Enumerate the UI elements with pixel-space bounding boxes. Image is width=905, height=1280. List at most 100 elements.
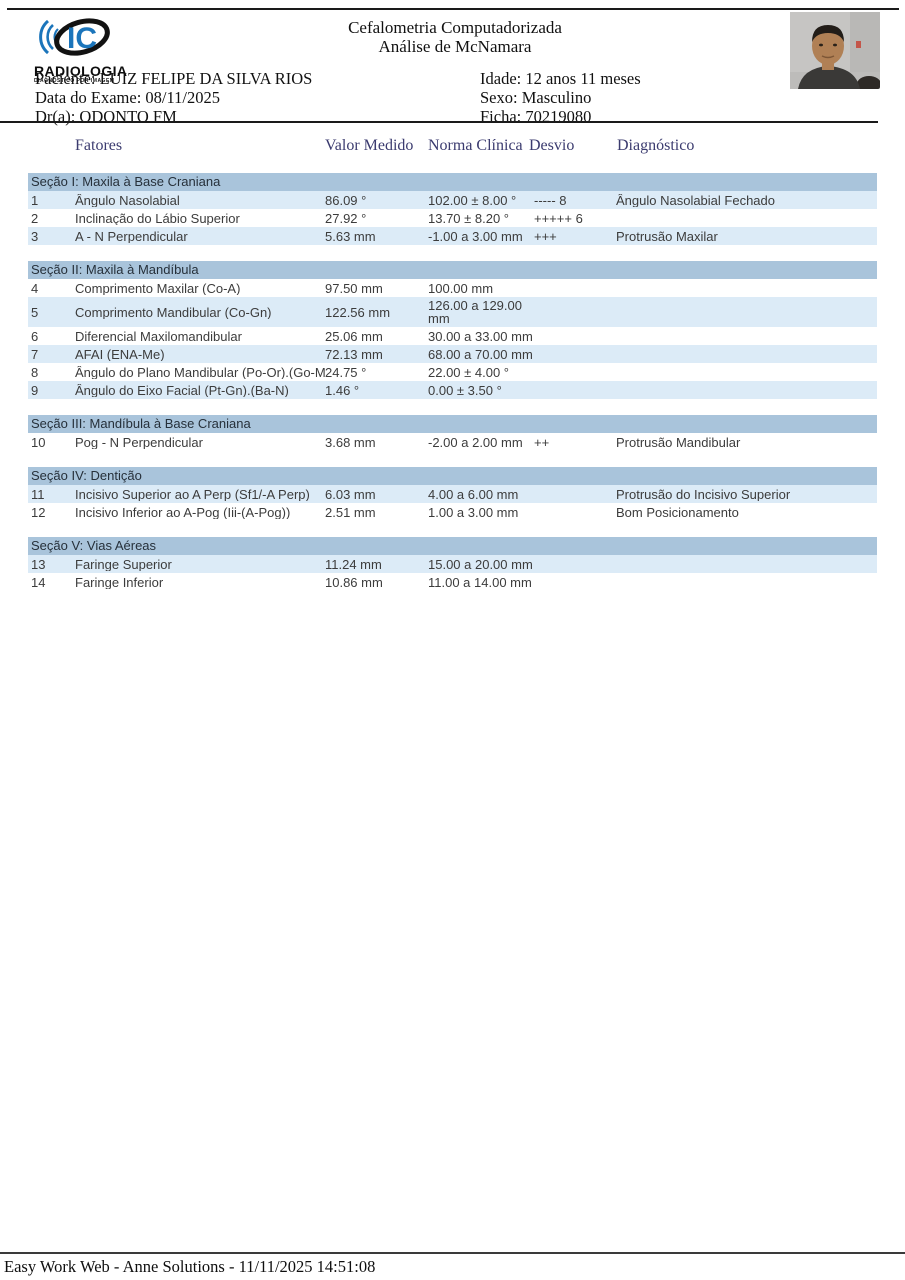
diagnosis: Protrusão Maxilar <box>616 229 718 243</box>
table-row: 12 Incisivo Inferior ao A-Pog (Iii-(A-Pog… <box>28 503 877 521</box>
factor-name: Ângulo Nasolabial <box>75 193 180 207</box>
doctor-line: Dr(a): ODONTO FM <box>35 107 177 127</box>
table-section: Seção IV: Dentição 11 Incisivo Superior ao… <box>28 467 877 521</box>
factor-name: AFAI (ENA-Me) <box>75 347 165 361</box>
deviation: ++ <box>534 435 550 449</box>
sex-line: Sexo: Masculino <box>480 88 592 108</box>
clinical-norm: 0.00 ± 3.50 ° <box>428 382 502 398</box>
column-header-valor-medido: Valor Medido <box>325 137 414 154</box>
diagnosis: Bom Posicionamento <box>616 505 739 519</box>
row-number: 3 <box>31 228 39 244</box>
patient-photo <box>790 12 880 89</box>
record-line: Ficha: 70219080 <box>480 107 592 127</box>
section-header: Seção V: Vias Aéreas <box>28 537 877 555</box>
measured-value: 1.46 ° <box>325 383 360 397</box>
table-row: 5 Comprimento Mandibular (Co-Gn) 122.56 mm… <box>28 297 877 327</box>
table-section: Seção I: Maxila à Base Craniana 1 Ângulo N… <box>28 173 877 245</box>
measured-value: 3.68 mm <box>325 435 376 449</box>
clinical-norm: 4.00 a 6.00 mm <box>428 486 519 502</box>
column-header-fatores: Fatores <box>75 137 123 154</box>
clinical-norm: 126.00 a 129.00 mm <box>428 298 522 326</box>
factor-name: A - N Perpendicular <box>75 229 188 243</box>
section-header: Seção IV: Dentição <box>28 467 877 485</box>
clinical-norm: -2.00 a 2.00 mm <box>428 434 523 450</box>
table-row: 14 Faringe Inferior 10.86 mm 11.00 a 14.00 … <box>28 573 877 591</box>
measured-value: 27.92 ° <box>325 211 367 225</box>
table-row: 13 Faringe Superior 11.24 mm 15.00 a 20.00 … <box>28 555 877 573</box>
row-number: 2 <box>31 210 39 226</box>
report-title: Cefalometria Computadorizada Análise de … <box>280 18 630 56</box>
measured-value: 97.50 mm <box>325 281 383 295</box>
diagnosis: Protrusão do Incisivo Superior <box>616 487 791 501</box>
diagnosis: Protrusão Mandibular <box>616 435 741 449</box>
top-rule <box>7 8 899 10</box>
row-number: 8 <box>31 364 39 380</box>
row-number: 1 <box>31 192 39 208</box>
clinical-norm: 15.00 a 20.00 mm <box>428 556 533 572</box>
measured-value: 11.24 mm <box>325 557 382 571</box>
footer-text: Easy Work Web - Anne Solutions - 11/11/2… <box>4 1257 376 1276</box>
row-number: 7 <box>31 346 39 362</box>
row-number: 9 <box>31 382 39 398</box>
header-rule <box>0 121 878 123</box>
factor-name: Pog - N Perpendicular <box>75 435 203 449</box>
logo-tagline: DIAGNÓSTICO POR IMAGEM <box>34 78 115 84</box>
factor-name: Diferencial Maxilomandibular <box>75 329 242 343</box>
table-section: Seção V: Vias Aéreas 13 Faringe Superior 11… <box>28 537 877 591</box>
factor-name: Comprimento Maxilar (Co-A) <box>75 281 241 295</box>
measured-value: 10.86 mm <box>325 575 383 589</box>
measured-value: 25.06 mm <box>325 329 383 343</box>
table-section: Seção II: Maxila à Mandíbula 4 Comprimento… <box>28 261 877 399</box>
clinical-norm: 13.70 ± 8.20 ° <box>428 210 510 226</box>
measured-value: 72.13 mm <box>325 347 383 361</box>
clinic-logo: IC RADIOLOGIA DIAGNÓSTICO POR IMAGEM <box>34 12 134 84</box>
measured-value: 2.51 mm <box>325 505 376 519</box>
factor-name: Inclinação do Lábio Superior <box>75 211 240 225</box>
clinical-norm: 100.00 mm <box>428 280 494 296</box>
factor-name: Incisivo Superior ao A Perp (Sf1/-A Perp… <box>75 487 310 501</box>
exam-date-line: Data do Exame: 08/11/2025 <box>35 88 220 108</box>
row-number: 12 <box>31 504 46 520</box>
factor-name: Ângulo do Eixo Facial (Pt-Gn).(Ba-N) <box>75 383 289 397</box>
factor-name: Faringe Inferior <box>75 575 164 589</box>
table-row: 10 Pog - N Perpendicular 3.68 mm -2.00 a 2.… <box>28 433 877 451</box>
age-line: Idade: 12 anos 11 meses <box>480 69 641 88</box>
column-header-desvio: Desvio <box>529 137 575 154</box>
factor-name: Faringe Superior <box>75 557 172 571</box>
deviation: +++++ 6 <box>534 211 583 225</box>
logo-name: RADIOLOGIA <box>34 63 128 79</box>
patient-name-line: Paciente: LUIZ FELIPE DA SILVA RIOS <box>35 69 313 88</box>
clinical-norm: 11.00 a 14.00 mm <box>428 574 532 590</box>
svg-text:IC: IC <box>67 22 97 55</box>
row-number: 4 <box>31 280 39 296</box>
clinical-norm: -1.00 a 3.00 mm <box>428 228 523 244</box>
table-row: 9 Ângulo do Eixo Facial (Pt-Gn).(Ba-N) 1.4… <box>28 381 877 399</box>
patient-info-left: Paciente: LUIZ FELIPE DA SILVA RIOS Data… <box>35 69 312 127</box>
table-row: 1 Ângulo Nasolabial 86.09 ° 102.00 ± 8.00 °… <box>28 191 877 209</box>
clinical-norm: 102.00 ± 8.00 ° <box>428 192 517 208</box>
report-title-line1: Cefalometria Computadorizada <box>348 18 562 37</box>
table-row: 2 Inclinação do Lábio Superior 27.92 ° 13.7… <box>28 209 877 227</box>
measured-value: 86.09 ° <box>325 193 367 207</box>
clinical-norm: 30.00 a 33.00 mm <box>428 328 533 344</box>
measured-value: 6.03 mm <box>325 487 376 501</box>
report-title-line2: Análise de McNamara <box>378 37 532 56</box>
patient-photo-image <box>790 12 880 89</box>
measured-value: 122.56 mm <box>325 305 391 319</box>
section-header: Seção I: Maxila à Base Craniana <box>28 173 877 191</box>
clinical-norm: 22.00 ± 4.00 ° <box>428 364 510 380</box>
table-row: 11 Incisivo Superior ao A Perp (Sf1/-A Pe… <box>28 485 877 503</box>
section-header: Seção II: Maxila à Mandíbula <box>28 261 877 279</box>
column-header-norma-clinica: Norma Clínica <box>428 137 523 154</box>
section-header: Seção III: Mandíbula à Base Craniana <box>28 415 877 433</box>
patient-info-right: Idade: 12 anos 11 meses Sexo: Masculino … <box>480 69 641 127</box>
measured-value: 24.75 ° <box>325 365 367 379</box>
row-number: 13 <box>31 556 46 572</box>
radiology-logo-icon: IC <box>39 18 110 56</box>
row-number: 11 <box>31 486 45 502</box>
table-column-headers: Fatores Valor Medido Norma Clínica Desvi… <box>0 137 905 157</box>
row-number: 6 <box>31 328 39 344</box>
table-row: 6 Diferencial Maxilomandibular 25.06 mm 30.… <box>28 327 877 345</box>
clinical-norm: 1.00 a 3.00 mm <box>428 504 519 520</box>
